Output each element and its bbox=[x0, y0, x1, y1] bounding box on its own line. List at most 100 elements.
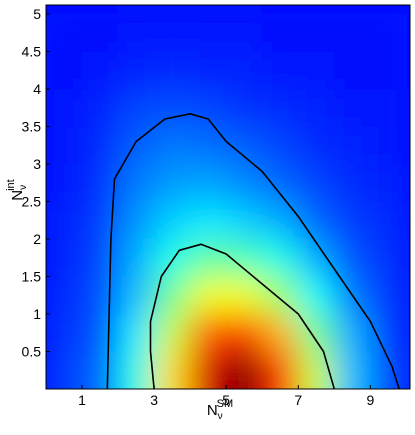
density-cell bbox=[369, 51, 407, 90]
density-cell bbox=[261, 351, 299, 389]
density-cell bbox=[81, 238, 119, 277]
density-cell bbox=[46, 13, 83, 52]
density-cell bbox=[153, 276, 191, 315]
density-cell bbox=[189, 313, 227, 352]
density-cell bbox=[153, 351, 191, 389]
x-tick-label: 9 bbox=[366, 392, 374, 408]
y-tick-label: 0.5 bbox=[22, 344, 42, 360]
x-tick-label: 3 bbox=[150, 392, 158, 408]
density-cell bbox=[333, 201, 371, 240]
density-cell bbox=[333, 126, 371, 165]
density-cell bbox=[117, 276, 155, 315]
density-cell bbox=[261, 238, 299, 277]
density-cell bbox=[153, 238, 191, 277]
density-cell bbox=[297, 313, 335, 352]
y-tick-label: 4.5 bbox=[22, 44, 42, 60]
density-cell bbox=[117, 88, 155, 127]
y-label-sup: int bbox=[5, 179, 17, 191]
density-cell bbox=[117, 313, 155, 352]
y-tick-label: 5 bbox=[33, 6, 41, 22]
x-tick-label: 7 bbox=[294, 392, 302, 408]
density-cell bbox=[189, 13, 227, 52]
x-tick-label: 1 bbox=[78, 392, 86, 408]
density-cell bbox=[117, 238, 155, 277]
density-cell bbox=[153, 163, 191, 202]
density-cell bbox=[297, 238, 335, 277]
density-cell bbox=[333, 313, 371, 352]
y-tick-label: 4 bbox=[33, 81, 41, 97]
density-cell bbox=[225, 276, 263, 315]
density-cell bbox=[369, 351, 407, 389]
density-cell bbox=[225, 88, 263, 127]
density-cell bbox=[81, 351, 119, 389]
density-cell bbox=[46, 313, 83, 352]
density-cell bbox=[189, 126, 227, 165]
density-cell bbox=[369, 276, 407, 315]
y-axis-label: Nνint bbox=[5, 179, 29, 200]
y-label-sub: ν bbox=[18, 185, 29, 190]
density-cell bbox=[333, 163, 371, 202]
density-cell bbox=[369, 126, 407, 165]
x-label-main: N bbox=[207, 402, 218, 419]
density-cell bbox=[153, 313, 191, 352]
density-cell bbox=[261, 88, 299, 127]
density-cell bbox=[369, 88, 407, 127]
density-cell bbox=[81, 51, 119, 90]
y-tick-label: 3.5 bbox=[22, 119, 42, 135]
density-cell bbox=[261, 313, 299, 352]
density-cell bbox=[189, 201, 227, 240]
density-cell bbox=[46, 51, 83, 90]
density-cell bbox=[333, 13, 371, 52]
density-cell bbox=[153, 126, 191, 165]
density-cell bbox=[189, 163, 227, 202]
density-cell bbox=[153, 201, 191, 240]
density-cell bbox=[261, 51, 299, 90]
x-label-sup: SM bbox=[217, 398, 234, 410]
density-cell bbox=[297, 163, 335, 202]
density-cell bbox=[369, 238, 407, 277]
y-label-main: N bbox=[9, 190, 26, 201]
density-cell bbox=[46, 88, 83, 127]
y-tick-label: 2.5 bbox=[22, 194, 42, 210]
contours bbox=[106, 113, 400, 389]
x-label-sub: ν bbox=[218, 411, 223, 422]
density-cell bbox=[46, 126, 83, 165]
density-cell bbox=[261, 201, 299, 240]
density-cell bbox=[46, 201, 83, 240]
y-tick-label: 1.5 bbox=[22, 269, 42, 285]
y-tick-label: 3 bbox=[33, 156, 41, 172]
density-cell bbox=[117, 51, 155, 90]
plot-frame bbox=[45, 4, 411, 390]
density-cell bbox=[189, 51, 227, 90]
density-cell bbox=[333, 88, 371, 127]
density-cell bbox=[297, 276, 335, 315]
density-cell bbox=[153, 51, 191, 90]
density-cell bbox=[297, 88, 335, 127]
density-cell bbox=[261, 126, 299, 165]
y-tick-label: 2 bbox=[33, 231, 41, 247]
density-cell bbox=[261, 163, 299, 202]
density-cell bbox=[297, 351, 335, 389]
contour-line bbox=[149, 243, 336, 389]
density-cell bbox=[117, 13, 155, 52]
density-cell bbox=[189, 351, 227, 389]
density-cell bbox=[369, 13, 407, 52]
density-cell bbox=[46, 351, 83, 389]
density-cell bbox=[117, 351, 155, 389]
y-tick-label: 1 bbox=[33, 306, 41, 322]
density-cell bbox=[369, 201, 407, 240]
density-cell bbox=[297, 51, 335, 90]
x-axis-label: NνSM bbox=[207, 398, 233, 422]
density-cell bbox=[225, 351, 263, 389]
density-cell bbox=[297, 201, 335, 240]
density-cell bbox=[225, 51, 263, 90]
density-cell bbox=[225, 13, 263, 52]
density-cell bbox=[189, 88, 227, 127]
density-cell bbox=[117, 163, 155, 202]
density-cell bbox=[225, 163, 263, 202]
density-cell bbox=[81, 13, 119, 52]
density-cell bbox=[81, 126, 119, 165]
density-cell bbox=[189, 238, 227, 277]
density-cell bbox=[189, 276, 227, 315]
